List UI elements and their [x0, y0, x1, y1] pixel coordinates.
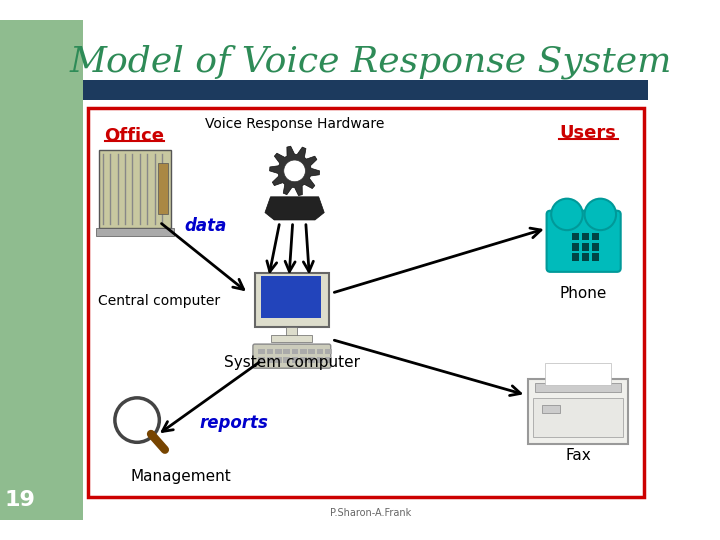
Bar [572, 233, 579, 240]
Text: reports: reports [199, 414, 268, 432]
Bar [158, 164, 168, 214]
Bar [84, 80, 649, 100]
Text: System computer: System computer [224, 355, 360, 370]
Bar [292, 349, 298, 354]
FancyBboxPatch shape [546, 211, 621, 272]
Circle shape [115, 398, 159, 442]
FancyBboxPatch shape [253, 344, 330, 368]
Bar [317, 357, 323, 363]
Polygon shape [269, 146, 320, 195]
Polygon shape [84, 20, 667, 520]
Text: Voice Response Hardware: Voice Response Hardware [205, 117, 384, 131]
FancyBboxPatch shape [88, 108, 644, 497]
Bar [582, 243, 589, 251]
Text: Model of Voice Response System: Model of Voice Response System [69, 44, 672, 79]
Bar [542, 405, 560, 413]
Bar [592, 233, 599, 240]
Bar [300, 349, 307, 354]
Text: P.Sharon-A.Frank: P.Sharon-A.Frank [330, 508, 411, 518]
Bar [536, 383, 621, 392]
Bar [261, 276, 320, 318]
Text: Fax: Fax [565, 448, 591, 463]
Text: Phone: Phone [560, 286, 608, 301]
Circle shape [284, 160, 305, 182]
Bar [267, 357, 274, 363]
Text: Central computer: Central computer [98, 294, 220, 308]
Bar [96, 228, 174, 236]
Bar [572, 253, 579, 261]
Text: Management: Management [130, 469, 231, 484]
Text: Users: Users [560, 124, 617, 142]
Bar [308, 349, 315, 354]
Bar [275, 357, 282, 363]
Bar [284, 357, 290, 363]
Bar [308, 357, 315, 363]
Circle shape [552, 199, 582, 230]
Bar [300, 357, 307, 363]
Polygon shape [0, 20, 84, 520]
Bar [258, 349, 265, 354]
Bar [271, 335, 312, 342]
Bar [317, 349, 323, 354]
Text: data: data [184, 217, 227, 234]
Circle shape [585, 199, 616, 230]
Bar [258, 357, 265, 363]
Bar [592, 243, 599, 251]
Bar [582, 233, 589, 240]
Bar [325, 357, 332, 363]
Bar [572, 243, 579, 251]
Bar [533, 398, 624, 437]
Bar [284, 349, 290, 354]
Bar [287, 327, 297, 336]
Bar [582, 253, 589, 261]
Bar [545, 363, 611, 385]
Bar [292, 357, 298, 363]
Bar [267, 349, 274, 354]
Bar [275, 349, 282, 354]
Polygon shape [265, 197, 324, 220]
Bar [592, 253, 599, 261]
Text: Office: Office [104, 127, 164, 145]
Bar [325, 349, 332, 354]
Bar [99, 150, 171, 228]
Text: 19: 19 [5, 490, 36, 510]
Bar [255, 273, 329, 327]
Bar [528, 379, 628, 444]
